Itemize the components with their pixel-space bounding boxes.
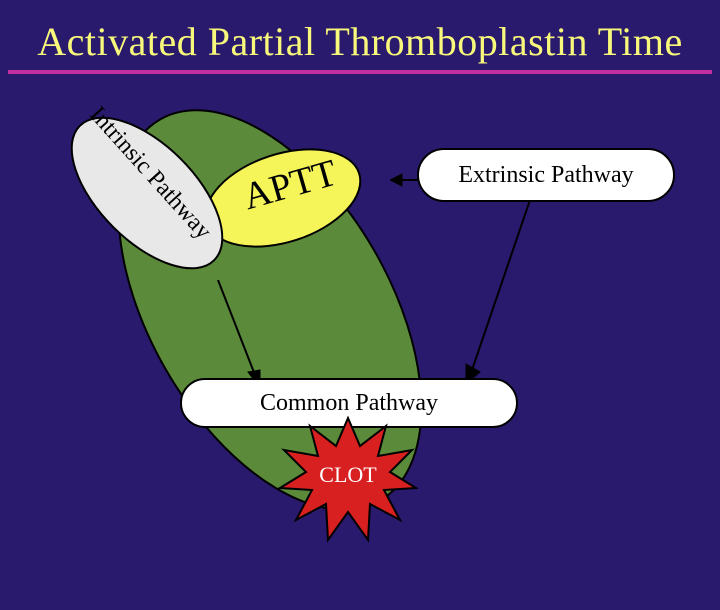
- extrinsic-pathway-box: Extrinsic Pathway: [417, 148, 675, 202]
- intrinsic-to-common-arrow: [210, 280, 270, 390]
- common-label: Common Pathway: [260, 390, 438, 417]
- clot-label: CLOT: [278, 462, 418, 488]
- extrinsic-to-common-arrow: [460, 200, 540, 385]
- extrinsic-label: Extrinsic Pathway: [458, 162, 633, 189]
